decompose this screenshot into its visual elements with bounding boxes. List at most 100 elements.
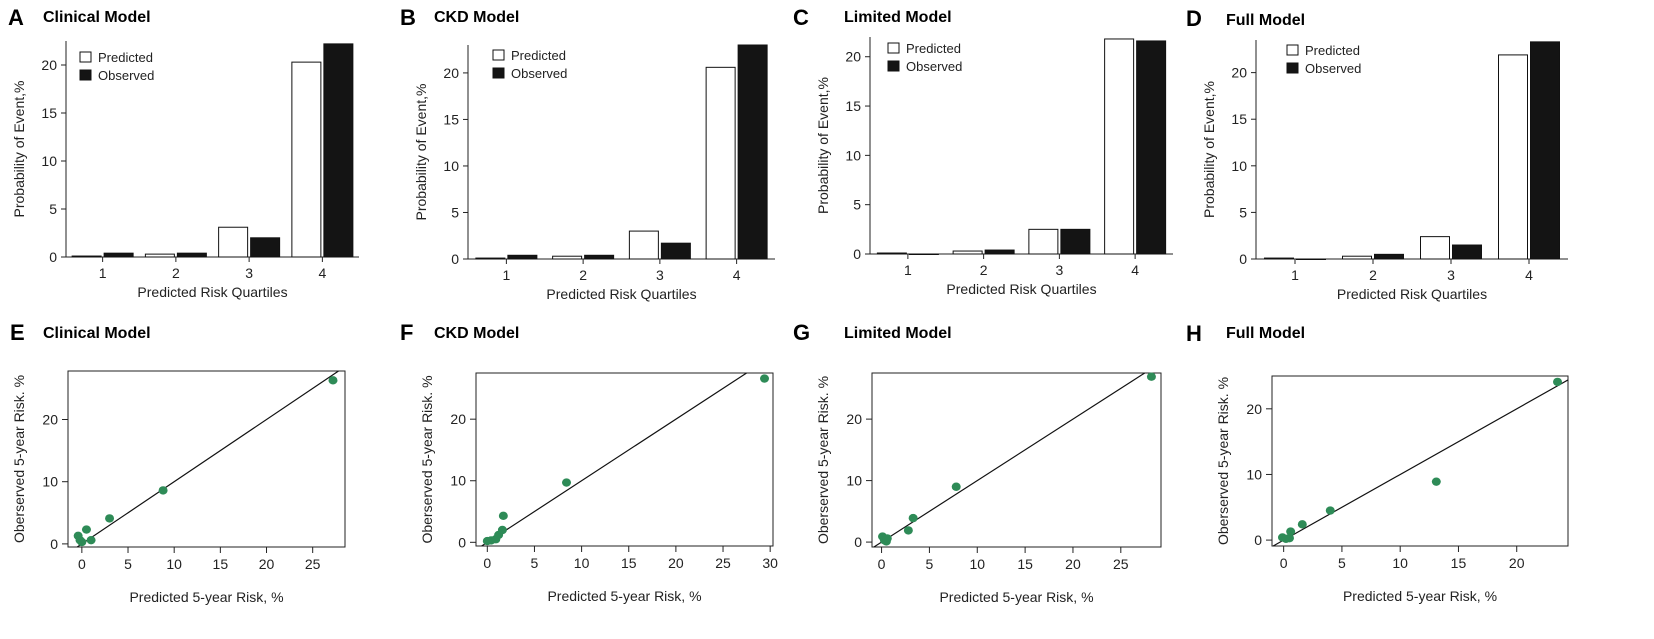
panel-e-x-tick-label: 15 [213,556,229,572]
panel-b-y-tick-label: 20 [443,65,459,81]
panel-d-x-tick-label: 3 [1447,267,1455,283]
panel-b-bar-predicted-q2 [552,255,583,260]
panel-e-x-tick-label: 20 [259,556,275,572]
panel-a-x-tick-label: 2 [172,265,180,281]
panel-b-bar-predicted-q4 [705,66,736,260]
panel-f-point-8 [760,374,770,383]
panel-b-y-tick-label: 15 [443,111,459,127]
panel-f-x-tick-label: 10 [574,555,590,571]
panel-c-y-tick-label: 5 [853,197,861,213]
panel-f-point-5 [497,525,507,535]
panel-d-y-tick-label: 0 [1239,251,1247,267]
panel-g-x-tick-label: 10 [969,556,985,572]
panel-f-y-tick-label: 0 [458,534,466,550]
panel-h-title: Full Model [1226,325,1305,342]
panel-b-bar-observed-q4 [737,44,768,260]
panel-f-point-7 [562,478,572,487]
panel-e-label: E [10,320,25,345]
panel-d-label: D [1186,6,1202,31]
panel-g-point-8 [1146,372,1156,381]
panel-e-x-axis-label: Predicted 5-year Risk, % [129,589,283,605]
panel-b-bar-predicted-q3 [628,230,659,260]
panel-e-plot-frame [67,370,346,548]
panel-h-y-axis-label: Oberserved 5-year Risk. % [1215,377,1231,545]
panel-a-legend-predicted: Predicted [98,50,153,65]
panel-d-legend-swatch-observed [1286,62,1299,74]
panel-d-x-tick-label: 1 [1291,267,1299,283]
panel-h-plot-frame [1271,375,1569,547]
panel-d-y-tick-label: 5 [1239,204,1247,220]
panel-b-title: CKD Model [434,9,519,26]
panel-h-y-tick-label: 20 [1246,401,1262,417]
panel-c-legend-swatch-predicted [887,42,900,54]
panel-h-y-tick-label: 0 [1254,532,1262,548]
panel-h-point-4 [1286,527,1296,536]
panel-c-bar-predicted-q2 [952,250,983,255]
panel-c-legend-swatch-observed [887,60,900,72]
panel-a-y-tick-label: 0 [49,249,57,265]
panel-e-x-tick-label: 25 [305,556,321,572]
panel-b-y-tick-label: 10 [443,158,459,174]
panel-c-bar-observed-q1 [908,253,939,255]
panel-h-point-8 [1553,377,1563,387]
panel-a-label: A [8,5,24,30]
panel-g-x-axis-label: Predicted 5-year Risk, % [939,589,1093,605]
panel-c-x-tick-label: 2 [980,262,988,278]
panel-b-label: B [400,5,416,30]
panel-g-point-4 [882,534,892,543]
panel-a-x-axis-label: Predicted Risk Quartiles [137,284,287,300]
panel-h-x-tick-label: 15 [1451,555,1467,571]
panel-c-x-tick-label: 4 [1131,262,1139,278]
panel-a-bar-observed-q1 [103,252,134,258]
panel-d-x-axis-label: Predicted Risk Quartiles [1337,286,1487,302]
panel-e-y-tick-label: 0 [50,536,58,552]
panel-c-y-axis-label: Probability of Event,% [815,77,831,214]
panel-g-title: Limited Model [844,325,952,342]
panel-d-bar-predicted-q2 [1342,255,1372,260]
panel-a-bar-observed-q4 [323,43,354,258]
panel-g-y-tick-label: 0 [854,534,862,550]
panel-f-x-tick-label: 25 [715,555,731,571]
panel-f-point-6 [498,511,508,521]
panel-h-x-tick-label: 10 [1392,555,1408,571]
panel-f-plot-frame [475,372,774,547]
panel-e-point-5 [86,535,96,545]
panel-f-title: CKD Model [434,325,519,342]
panel-g-y-axis-label: Oberserved 5-year Risk. % [815,376,831,544]
panel-f-y-axis-label: Oberserved 5-year Risk. % [419,375,435,543]
panel-a-title: Clinical Model [43,9,151,26]
panel-g-y-tick-label: 10 [846,473,862,489]
panel-b-legend-swatch-predicted [492,49,505,61]
panel-d-y-tick-label: 20 [1231,65,1247,81]
panel-e-y-tick-label: 20 [42,412,58,428]
panel-a-x-tick-label: 4 [318,265,326,281]
panel-b-bar-observed-q2 [584,254,615,260]
panel-b-y-tick-label: 0 [451,251,459,267]
panel-a-bar-observed-q3 [250,237,281,258]
panel-h-x-axis-label: Predicted 5-year Risk, % [1343,588,1497,604]
panel-c-x-tick-label: 3 [1055,262,1063,278]
panel-a-y-tick-label: 15 [41,105,57,121]
panel-b-x-tick-label: 2 [579,267,587,283]
panel-c-bar-predicted-q1 [876,252,907,255]
panel-h-label: H [1186,321,1202,346]
panel-b-bar-observed-q3 [660,242,691,260]
panel-c-title: Limited Model [844,9,952,26]
panel-g-x-tick-label: 0 [878,556,886,572]
panel-c-bar-observed-q4 [1136,40,1167,255]
panel-c-x-axis-label: Predicted Risk Quartiles [946,281,1096,297]
panel-b-x-tick-label: 1 [502,267,510,283]
panel-e-title: Clinical Model [43,325,151,342]
panel-c-bar-observed-q2 [984,249,1015,255]
panel-g-point-5 [903,526,913,535]
panel-f-reference-line [481,372,747,547]
panel-c-y-tick-label: 0 [853,246,861,262]
panel-d-y-tick-label: 10 [1231,158,1247,174]
panel-a-y-tick-label: 5 [49,201,57,217]
panel-f-label: F [400,320,413,345]
panel-b-y-axis-label: Probability of Event,% [413,84,429,221]
panel-e-point-4 [81,525,91,534]
panel-g-x-tick-label: 20 [1065,556,1081,572]
panel-a-legend-swatch-predicted [79,51,92,63]
